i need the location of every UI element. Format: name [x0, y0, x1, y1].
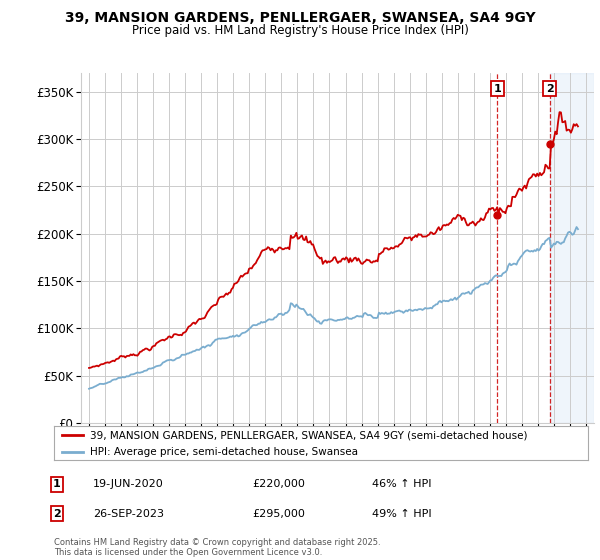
Text: HPI: Average price, semi-detached house, Swansea: HPI: Average price, semi-detached house,… [91, 447, 358, 456]
Text: 1: 1 [493, 83, 501, 94]
Text: 46% ↑ HPI: 46% ↑ HPI [372, 479, 431, 489]
Text: Contains HM Land Registry data © Crown copyright and database right 2025.
This d: Contains HM Land Registry data © Crown c… [54, 538, 380, 557]
Bar [550, 73, 594, 423]
Text: 49% ↑ HPI: 49% ↑ HPI [372, 508, 431, 519]
Text: £220,000: £220,000 [252, 479, 305, 489]
Text: Price paid vs. HM Land Registry's House Price Index (HPI): Price paid vs. HM Land Registry's House … [131, 24, 469, 36]
Text: £295,000: £295,000 [252, 508, 305, 519]
Text: 19-JUN-2020: 19-JUN-2020 [93, 479, 164, 489]
Text: 1: 1 [53, 479, 61, 489]
Text: 2: 2 [53, 508, 61, 519]
Text: 2: 2 [546, 83, 553, 94]
Text: 39, MANSION GARDENS, PENLLERGAER, SWANSEA, SA4 9GY: 39, MANSION GARDENS, PENLLERGAER, SWANSE… [65, 11, 535, 25]
Text: 26-SEP-2023: 26-SEP-2023 [93, 508, 164, 519]
Text: 39, MANSION GARDENS, PENLLERGAER, SWANSEA, SA4 9GY (semi-detached house): 39, MANSION GARDENS, PENLLERGAER, SWANSE… [91, 430, 528, 440]
